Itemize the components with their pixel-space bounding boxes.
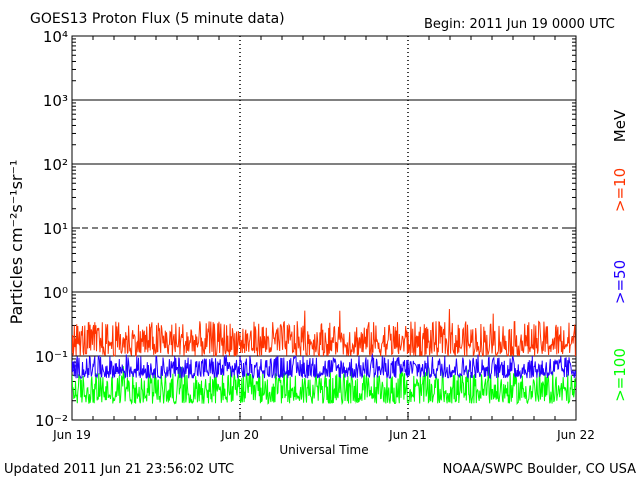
legend-entry: >=100 (611, 348, 629, 402)
y-tick-label: 10⁻² (35, 412, 68, 430)
x-axis: Jun 19 Jun 20 Jun 21 Jun 22 (52, 36, 595, 442)
credit-label: NOAA/SWPC Boulder, CO USA (443, 462, 636, 477)
y-tick-label: 10² (43, 156, 68, 174)
legend-entry: >=10 (611, 168, 629, 212)
unit-label: MeV (611, 109, 629, 142)
reference-lines (72, 99, 576, 357)
y-tick-label: 10¹ (43, 220, 68, 238)
legend: >=10 >=50 >=100 (611, 168, 629, 402)
y-tick-label: 10⁰ (43, 284, 68, 302)
day-gridlines (239, 36, 409, 420)
y-axis-label: Particles cm⁻²s⁻¹sr⁻¹ (7, 160, 26, 325)
series-line (72, 308, 576, 358)
chart-title: GOES13 Proton Flux (5 minute data) (30, 11, 285, 27)
legend-entry: >=50 (611, 260, 629, 304)
y-tick-label: 10³ (43, 92, 68, 110)
x-tick-label: Jun 21 (388, 428, 427, 442)
updated-label: Updated 2011 Jun 21 23:56:02 UTC (4, 462, 234, 477)
x-tick-label: Jun 19 (52, 428, 91, 442)
y-axis: 10⁻² 10⁻¹ 10⁰ 10¹ 10² 10³ 10⁴ (35, 28, 576, 430)
begin-label: Begin: 2011 Jun 19 0000 UTC (424, 17, 615, 32)
series-line (72, 353, 576, 380)
y-tick-label: 10⁴ (43, 28, 68, 46)
series-line (72, 366, 576, 406)
y-tick-label: 10⁻¹ (35, 348, 68, 366)
x-tick-label: Jun 22 (556, 428, 595, 442)
x-axis-label: Universal Time (279, 443, 368, 457)
series-lines (72, 308, 576, 406)
x-tick-label: Jun 20 (220, 428, 259, 442)
